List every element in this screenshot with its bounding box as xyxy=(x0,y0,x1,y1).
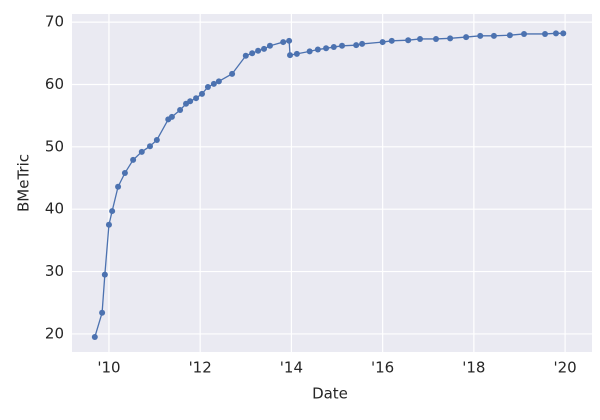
point xyxy=(447,35,454,42)
point xyxy=(121,170,128,177)
plot-area xyxy=(72,14,592,352)
point xyxy=(353,42,360,49)
point xyxy=(506,32,513,39)
point xyxy=(286,37,293,44)
point xyxy=(199,90,205,97)
point xyxy=(138,148,145,155)
point xyxy=(323,45,330,52)
point xyxy=(433,35,439,42)
point xyxy=(293,50,300,57)
point xyxy=(314,46,321,53)
point xyxy=(339,42,346,49)
point xyxy=(204,83,211,90)
point xyxy=(193,95,200,102)
point xyxy=(463,34,470,41)
point xyxy=(542,30,549,37)
point xyxy=(229,70,236,77)
point xyxy=(101,271,108,278)
point xyxy=(552,30,559,37)
point xyxy=(521,30,528,37)
y-tick-label: 40 xyxy=(45,200,64,218)
point xyxy=(91,334,98,341)
point xyxy=(99,309,106,316)
point xyxy=(187,98,194,105)
point xyxy=(359,40,366,47)
x-tick-label: '10 xyxy=(97,359,120,377)
x-tick-label: '18 xyxy=(462,359,485,377)
y-tick-label: 60 xyxy=(45,75,64,93)
point xyxy=(242,52,249,59)
point xyxy=(105,221,112,228)
point xyxy=(306,48,313,55)
y-tick-label: 50 xyxy=(45,137,64,155)
line xyxy=(94,32,564,338)
point xyxy=(153,136,160,143)
point xyxy=(330,44,337,51)
point xyxy=(388,37,395,44)
point xyxy=(266,42,273,49)
point xyxy=(261,45,268,52)
point xyxy=(147,143,153,150)
y-tick-label: 30 xyxy=(45,262,64,280)
point xyxy=(130,156,137,163)
point xyxy=(287,52,294,59)
x-tick-label: '14 xyxy=(280,359,303,377)
point xyxy=(115,183,122,190)
point xyxy=(417,35,424,42)
point xyxy=(405,37,412,44)
y-axis-label: BMeTric xyxy=(15,154,33,212)
point xyxy=(177,107,184,114)
y-tick-label: 70 xyxy=(45,13,64,31)
point xyxy=(215,78,222,85)
y-tick-label: 20 xyxy=(45,324,64,342)
x-tick-label: '16 xyxy=(371,359,394,377)
point xyxy=(249,50,256,57)
x-tick-label: '20 xyxy=(553,359,576,377)
point xyxy=(490,32,497,39)
point xyxy=(477,32,484,39)
point xyxy=(255,47,262,54)
point xyxy=(210,80,217,87)
point xyxy=(109,208,116,215)
x-tick-label: '12 xyxy=(189,359,212,377)
point xyxy=(560,30,567,37)
x-axis-label: Date xyxy=(312,385,348,403)
point xyxy=(280,39,287,46)
point xyxy=(168,113,175,120)
point xyxy=(379,39,386,46)
